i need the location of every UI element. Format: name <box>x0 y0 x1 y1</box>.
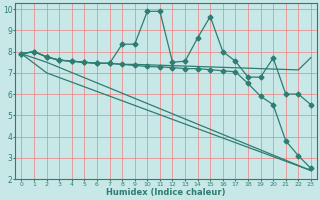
X-axis label: Humidex (Indice chaleur): Humidex (Indice chaleur) <box>107 188 226 197</box>
